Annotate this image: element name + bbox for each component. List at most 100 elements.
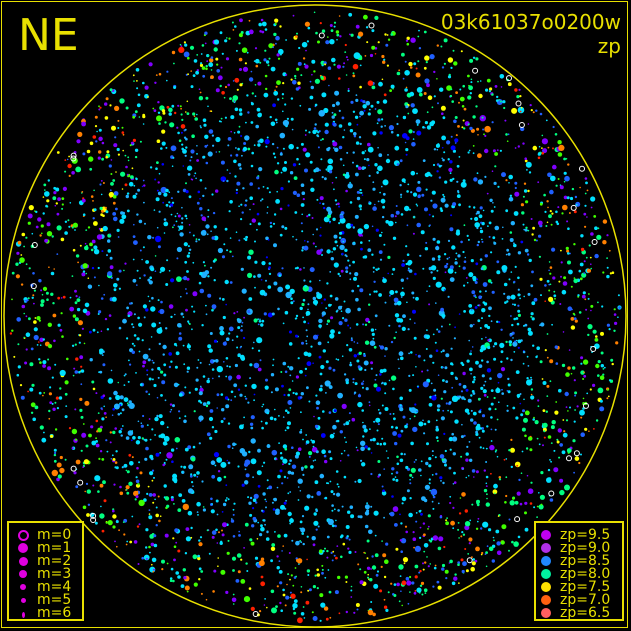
star-point (599, 399, 603, 403)
star-point (74, 408, 77, 411)
star-point (209, 436, 213, 440)
star-point (606, 397, 609, 400)
star-point (107, 239, 111, 243)
star-point (355, 24, 360, 29)
star-point (546, 221, 549, 224)
star-point (349, 278, 352, 281)
star-point (485, 485, 488, 487)
star-point (58, 396, 63, 400)
star-point (176, 246, 182, 253)
star-point (334, 147, 339, 152)
star-point (173, 545, 177, 548)
star-point (191, 134, 195, 138)
star-point (366, 158, 370, 162)
star-point (555, 362, 559, 365)
star-point (386, 34, 389, 36)
star-point (375, 228, 379, 232)
star-point (593, 428, 595, 430)
star-point (341, 403, 347, 409)
star-point (140, 424, 144, 428)
star-point (455, 231, 461, 236)
star-point (367, 80, 374, 86)
star-point (248, 77, 254, 82)
star-point (28, 317, 31, 321)
star-point (335, 203, 338, 206)
star-point (452, 436, 458, 442)
zeropoint-legend-entry: zp=8.5 (536, 554, 622, 568)
star-point (530, 312, 534, 316)
star-point (214, 464, 217, 467)
star-point (347, 510, 351, 514)
star-point (516, 95, 520, 99)
star-point (343, 475, 347, 479)
star-point (506, 248, 510, 252)
star-point (322, 410, 325, 413)
star-point (414, 272, 417, 276)
star-point (276, 162, 280, 165)
star-point (462, 266, 466, 270)
star-point (256, 212, 260, 216)
star-point (226, 179, 229, 183)
star-point (306, 535, 309, 538)
star-point (440, 351, 443, 353)
star-point (225, 303, 227, 306)
star-point (345, 270, 349, 273)
star-point (322, 202, 325, 206)
star-point (134, 498, 137, 501)
star-point (148, 418, 151, 420)
star-point (333, 234, 338, 239)
star-point (222, 315, 226, 320)
star-point (326, 482, 328, 485)
star-point (211, 236, 216, 240)
star-point (425, 241, 428, 244)
star-point (588, 430, 590, 433)
star-point (123, 463, 128, 468)
star-point (257, 140, 261, 143)
star-point (257, 187, 260, 190)
star-point (186, 270, 189, 273)
star-point (545, 410, 548, 413)
star-point (315, 304, 317, 306)
star-point (242, 424, 244, 426)
star-point (250, 70, 253, 73)
star-point (189, 159, 192, 162)
star-point (60, 297, 63, 299)
star-point (205, 161, 209, 165)
star-point (584, 298, 587, 301)
star-point (193, 473, 197, 477)
star-point (462, 561, 467, 567)
star-point (458, 101, 460, 104)
star-point (270, 391, 273, 394)
star-point (359, 515, 363, 519)
star-point (106, 450, 109, 453)
star-point (87, 226, 91, 229)
star-point (377, 267, 380, 270)
star-point (20, 254, 23, 256)
star-point (261, 426, 264, 430)
star-point (380, 198, 386, 204)
star-point (148, 348, 151, 351)
star-point (558, 280, 561, 283)
star-point (158, 72, 162, 76)
star-point (348, 348, 353, 352)
star-point (362, 424, 367, 429)
star-point (99, 450, 103, 453)
star-point (231, 21, 234, 24)
star-point (99, 483, 104, 488)
star-point (142, 414, 145, 418)
star-point (250, 415, 255, 420)
star-point (292, 163, 297, 167)
star-point (235, 231, 238, 233)
magnitude-symbol (21, 611, 25, 618)
star-point (282, 119, 289, 127)
star-point (367, 142, 371, 147)
star-point (37, 217, 42, 222)
star-point (473, 294, 477, 298)
star-point (188, 464, 194, 470)
star-point (336, 483, 339, 486)
star-point (302, 316, 304, 319)
star-point (341, 252, 344, 256)
star-point (165, 203, 169, 207)
star-point (328, 590, 332, 594)
star-point-saturated (590, 346, 597, 352)
